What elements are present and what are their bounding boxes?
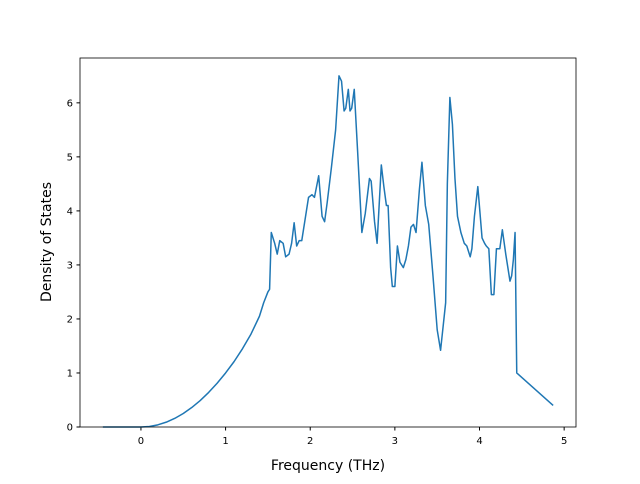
plot-frame [79,57,577,428]
y-tick-label: 0 [67,423,73,434]
y-tick-label: 2 [67,314,73,325]
y-tick-label: 5 [67,152,73,163]
y-axis-label: Density of States [39,182,55,302]
line [102,75,554,428]
x-tick-label: 3 [392,436,398,447]
y-tick-label: 3 [67,260,73,271]
y-tick-label: 1 [67,368,73,379]
x-tick-label: 1 [222,436,228,447]
x-tick-label: 0 [138,436,144,447]
x-tick-label: 5 [561,436,567,447]
x-tick-label: 2 [307,436,313,447]
y-tick-label: 6 [67,98,73,109]
y-tick-label: 4 [67,206,73,217]
x-tick-label: 4 [476,436,482,447]
x-axis-label: Frequency (THz) [271,458,385,474]
